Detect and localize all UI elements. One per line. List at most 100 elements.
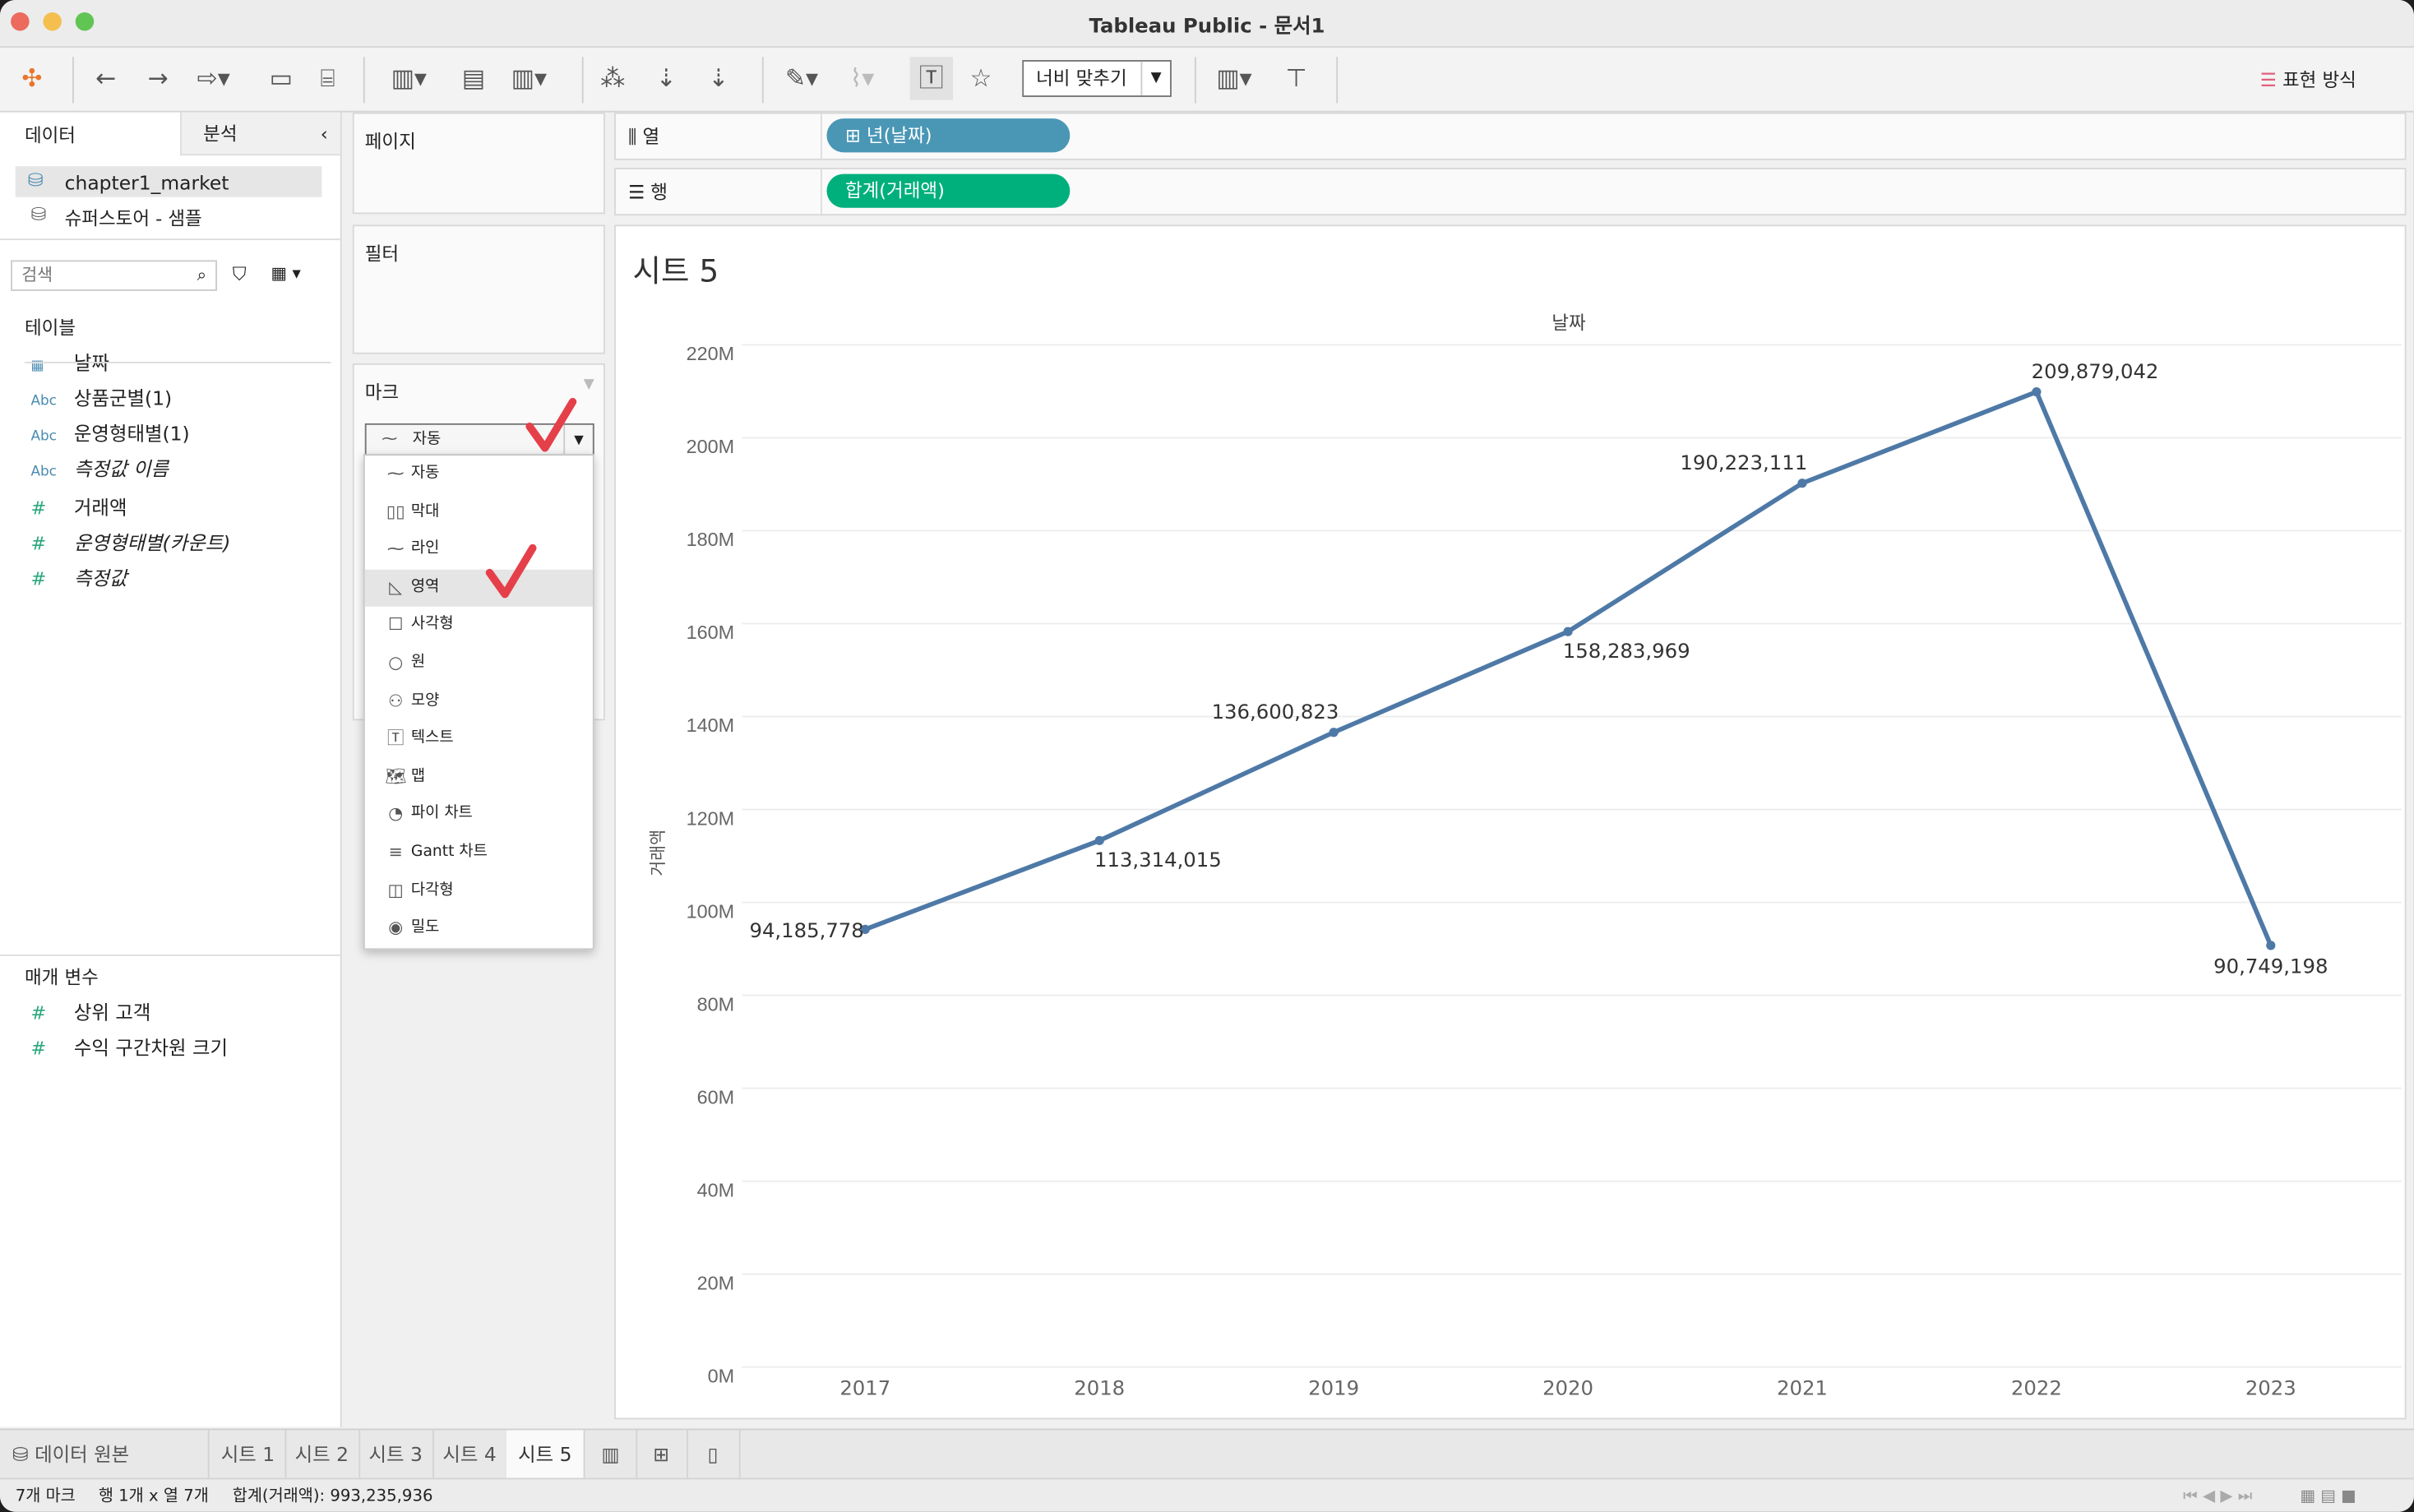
data-label: 94,185,778 <box>749 918 863 942</box>
text-label-icon[interactable]: 🅃 <box>909 57 954 100</box>
collapse-icon[interactable]: ‹ <box>320 123 328 146</box>
mark-type-option[interactable]: ≡ Gantt 차트 <box>365 835 593 872</box>
back-icon[interactable]: ← <box>95 62 117 93</box>
y-tick-label: 220M <box>687 343 735 364</box>
mark-type-option[interactable]: ▯▯ 막대 <box>365 493 593 530</box>
mark-type-option[interactable]: ◉ 밀도 <box>365 910 593 947</box>
mark-type-option[interactable]: ⚇ 모양 <box>365 683 593 720</box>
x-axis-title: 날짜 <box>1552 313 1586 335</box>
mark-type-option[interactable]: 🅃 텍스트 <box>365 721 593 758</box>
sheet-tab[interactable]: 시트 2 <box>284 1430 361 1478</box>
option-label: 사각형 <box>410 616 454 634</box>
sheet-title: 시트 5 <box>632 252 719 290</box>
sheet-tab[interactable]: 시트 5 <box>506 1430 585 1478</box>
duplicate-sheet-icon[interactable]: ▤ <box>461 62 486 93</box>
minimize-button[interactable] <box>43 12 62 31</box>
columns-pill[interactable]: ⊞ 년(날짜) <box>826 118 1071 153</box>
y-tick-label: 60M <box>697 1086 735 1107</box>
tab-data[interactable]: 데이터 <box>24 124 76 146</box>
datasource-chapter1[interactable]: ⛁ chapter1_market <box>15 166 322 197</box>
tab-data-source[interactable]: ⛁ 데이터 원본 <box>0 1430 210 1478</box>
bar-icon: ▯▯ <box>386 501 405 521</box>
field-item[interactable]: # 거래액 <box>30 491 127 520</box>
field-label: 운영형태별(1) <box>73 422 190 446</box>
sheet-tab[interactable]: 시트 3 <box>358 1430 435 1478</box>
page-nav-icon[interactable]: ⏮ ◀ ▶ ⏭ <box>2183 1487 2253 1506</box>
new-datasource-icon[interactable]: ⌸ <box>320 62 335 93</box>
mark-type-option[interactable]: ◺ 영역 <box>364 569 593 607</box>
mark-type-option[interactable]: ☐ 사각형 <box>365 607 593 644</box>
search-input[interactable] <box>11 260 218 291</box>
maximize-button[interactable] <box>75 12 95 31</box>
circle-icon: ○ <box>388 652 404 673</box>
field-item[interactable]: # 수익 구간차원 크기 <box>30 1032 228 1061</box>
tables-header: 테이블 <box>24 317 76 339</box>
sheet-tab[interactable]: 시트 4 <box>432 1430 508 1478</box>
density-icon: ◉ <box>388 918 404 938</box>
attach-icon[interactable]: ⌇▾ <box>849 62 875 93</box>
filters-card[interactable]: 필터 <box>352 224 605 354</box>
field-label: 상위 고객 <box>73 1001 151 1024</box>
presentation-icon[interactable]: ⊤ <box>1285 62 1307 93</box>
y-tick-label: 120M <box>687 807 735 829</box>
x-tick-label: 2017 <box>839 1376 890 1399</box>
mark-type-option[interactable]: ◫ 다각형 <box>365 872 593 909</box>
field-item[interactable]: # 운영형태별(카운트) <box>30 526 230 556</box>
forward-icon[interactable]: → <box>147 62 169 93</box>
field-label: 측정값 <box>73 566 127 590</box>
columns-shelf[interactable]: ⫼ 열 ⊞ 년(날짜) <box>614 112 2407 160</box>
pages-card[interactable]: 페이지 <box>352 112 605 215</box>
sheet-tab[interactable]: 시트 1 <box>211 1430 287 1478</box>
parameters-header: 매개 변수 <box>24 966 99 989</box>
new-dashboard-icon[interactable]: ⊞ <box>636 1430 688 1478</box>
fit-dropdown[interactable]: 너비 맞추기 ▼ <box>1022 60 1172 97</box>
field-item[interactable]: Abc 운영형태별(1) <box>30 417 189 446</box>
pin-icon[interactable]: ☆ <box>969 62 992 93</box>
mark-type-option[interactable]: ⁓ 라인 <box>365 531 593 568</box>
save-icon[interactable]: ▭ <box>269 62 293 93</box>
highlight-icon[interactable]: ✎▾ <box>784 62 819 93</box>
close-button[interactable] <box>11 12 30 31</box>
show-me-button[interactable]: ☰ 표현 방식 <box>2259 69 2356 91</box>
line-chart[interactable]: 0M 20M 40M 60M 80M 100M 120M 140M 160M 180M 200M 22… <box>616 226 2405 1417</box>
field-item[interactable]: # 측정값 <box>30 562 127 591</box>
view-options-icon[interactable]: ▦ ▾ <box>271 263 301 284</box>
rows-shelf[interactable]: ☰ 행 합계(거래액) <box>614 168 2407 216</box>
mark-type-dropdown[interactable]: ⁓ 자동 ▼ <box>364 423 594 456</box>
chevron-down-icon[interactable]: ▼ <box>583 377 594 393</box>
shape-icon: ⚇ <box>387 690 404 711</box>
row-col-count: 행 1개 x 열 7개 <box>98 1487 209 1506</box>
mark-type-option[interactable]: ◔ 파이 차트 <box>365 797 593 834</box>
swap-icon[interactable]: ⁂ <box>600 62 626 93</box>
new-story-icon[interactable]: ▯ <box>687 1430 741 1478</box>
clear-sheet-icon[interactable]: ▥▾ <box>511 62 547 93</box>
sort-asc-icon[interactable]: ⇣ <box>655 62 677 93</box>
field-label: 수익 구간차원 크기 <box>73 1036 229 1060</box>
sort-desc-icon[interactable]: ⇣ <box>708 62 729 93</box>
redo-icon[interactable]: ⇨▾ <box>197 62 230 93</box>
x-tick-label: 2021 <box>1777 1376 1828 1399</box>
new-worksheet-icon[interactable]: ▥▾ <box>391 62 427 93</box>
measure-icon: # <box>30 567 47 590</box>
y-tick-label: 40M <box>697 1179 735 1200</box>
filter-icon[interactable]: ⛉ <box>232 263 247 285</box>
measure-icon: # <box>30 532 47 555</box>
new-worksheet-icon[interactable]: ▥ <box>585 1430 638 1478</box>
mark-type-option[interactable]: ⁓ 자동 <box>365 455 593 492</box>
sheet-tabs: ⛁ 데이터 원본 시트 1 시트 2 시트 3 시트 4 시트 5 ▥ ⊞ ▯ <box>0 1428 2414 1478</box>
rows-pill[interactable]: 합계(거래액) <box>826 173 1071 208</box>
field-item[interactable]: Abc 상품군별(1) <box>30 381 172 411</box>
datasource-superstore[interactable]: ⛁ 슈퍼스토어 - 샘플 <box>30 203 202 229</box>
x-tick-label: 2020 <box>1542 1376 1593 1399</box>
tableau-logo-icon[interactable]: ✣ <box>21 62 43 93</box>
option-label: 자동 <box>410 465 440 483</box>
data-point <box>1329 728 1339 738</box>
mark-type-option[interactable]: ○ 원 <box>365 645 593 682</box>
mark-type-option[interactable]: 🗺 맵 <box>365 759 593 796</box>
field-item[interactable]: Abc 측정값 이름 <box>30 452 169 482</box>
mark-type-menu: ⁓ 자동 ▯▯ 막대 ⁓ 라인 ◺ 영역 ☐ 사각형 ○ 원 ⚇ 모양 🅃 텍스트 🗺 맵 ◔ 파이 차트 ≡ Gantt… <box>363 454 594 950</box>
show-cards-icon[interactable]: ▥▾ <box>1216 62 1252 93</box>
field-item[interactable]: # 상위 고객 <box>30 996 150 1025</box>
view-mode-icon[interactable]: ▦ ▤ ■ <box>2300 1487 2356 1506</box>
tab-analysis[interactable]: 분석 ‹ <box>180 112 340 156</box>
